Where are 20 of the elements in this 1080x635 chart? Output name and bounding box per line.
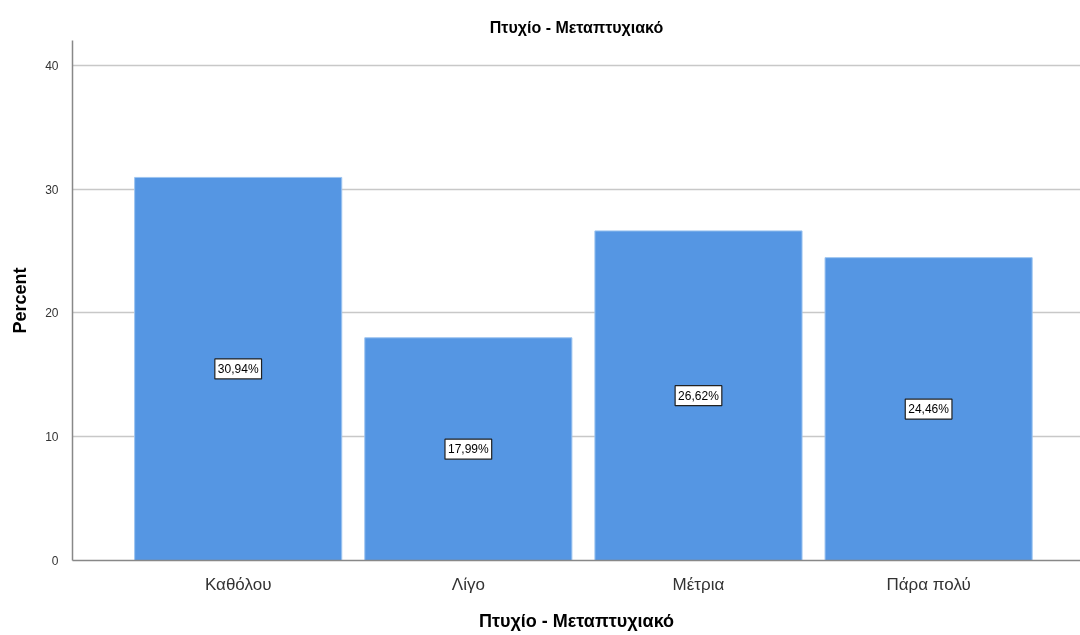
bar [364, 337, 573, 561]
x-axis-title: Πτυχίο - Μεταπτυχιακό [478, 610, 675, 631]
chart-title: Πτυχίο - Μεταπτυχιακό [489, 18, 664, 36]
data-label: 30,94% [217, 361, 259, 376]
x-tick-label: Λίγο [451, 574, 485, 594]
y-tick-label: 40 [45, 58, 59, 73]
y-tick-label: 0 [51, 554, 59, 568]
data-label: 17,99% [447, 442, 490, 457]
y-tick-label: 20 [45, 306, 59, 321]
y-axis-title: Percent [10, 267, 31, 334]
y-tick-label: 10 [45, 430, 59, 445]
data-label: 24,46% [908, 402, 950, 417]
bar [824, 257, 1033, 561]
x-tick-label: Πάρα πολύ [886, 574, 971, 594]
bar [594, 230, 803, 561]
y-tick-label: 30 [45, 182, 59, 197]
data-label: 26,62% [678, 388, 720, 403]
bar [134, 176, 343, 561]
x-tick-label: Μέτρια [672, 574, 725, 594]
x-tick-label: Καθόλου [204, 574, 272, 594]
